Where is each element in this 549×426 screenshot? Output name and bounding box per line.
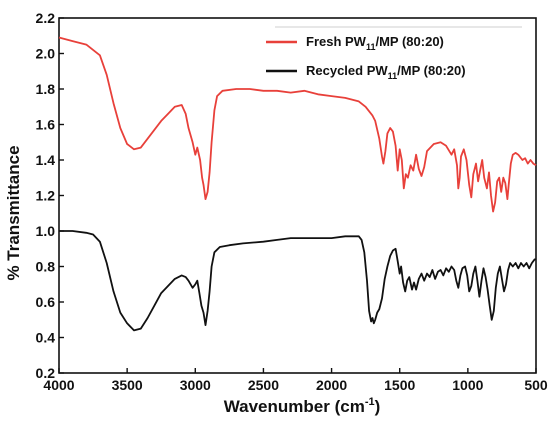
y-tick-label: 0.4: [36, 330, 56, 346]
y-tick-label: 2.2: [36, 10, 56, 26]
y-tick-label: 1.0: [36, 223, 56, 239]
series-line-recycled: [59, 230, 536, 332]
x-tick-label: 1000: [452, 377, 483, 393]
x-tick-label: 2500: [248, 377, 279, 393]
x-tick-label: 500: [524, 377, 548, 393]
legend-label-fresh: Fresh PW11/MP (80:20): [306, 34, 444, 52]
y-axis-title: % Transmittance: [4, 145, 23, 280]
y-tick-label: 0.6: [36, 294, 56, 310]
x-tick-label: 1500: [384, 377, 415, 393]
x-tick-label: 2000: [316, 377, 347, 393]
x-tick-label: 4000: [43, 377, 74, 393]
legend-label-recycled: Recycled PW11/MP (80:20): [306, 63, 466, 81]
series-line-fresh: [58, 36, 537, 213]
x-tick-label: 3500: [112, 377, 143, 393]
y-tick-label: 2.0: [36, 46, 56, 62]
y-tick-label: 1.2: [36, 188, 56, 204]
x-tick-label: 3000: [180, 377, 211, 393]
y-tick-label: 1.4: [36, 152, 56, 168]
y-tick-label: 0.2: [36, 365, 56, 381]
y-tick-label: 1.8: [36, 81, 56, 97]
y-axis-ticks: 0.2 0.4 0.6 0.8 1.0 1.2 1.4 1.6 1.8 2.0 2.2: [36, 10, 64, 381]
y-tick-label: 1.6: [36, 117, 56, 133]
series-layer: [58, 36, 537, 332]
legend: Fresh PW11/MP (80:20) Recycled PW11/MP (…: [266, 26, 522, 81]
x-axis-ticks: 4000 3500 3000 2500 2000 1500 1000 500: [43, 368, 548, 393]
plot-area: 4000 3500 3000 2500 2000 1500 1000 500 0.20.40.…: [36, 10, 548, 393]
y-tick-label: 0.8: [36, 259, 56, 275]
x-axis-title: Wavenumber (cm-1): [224, 396, 381, 416]
